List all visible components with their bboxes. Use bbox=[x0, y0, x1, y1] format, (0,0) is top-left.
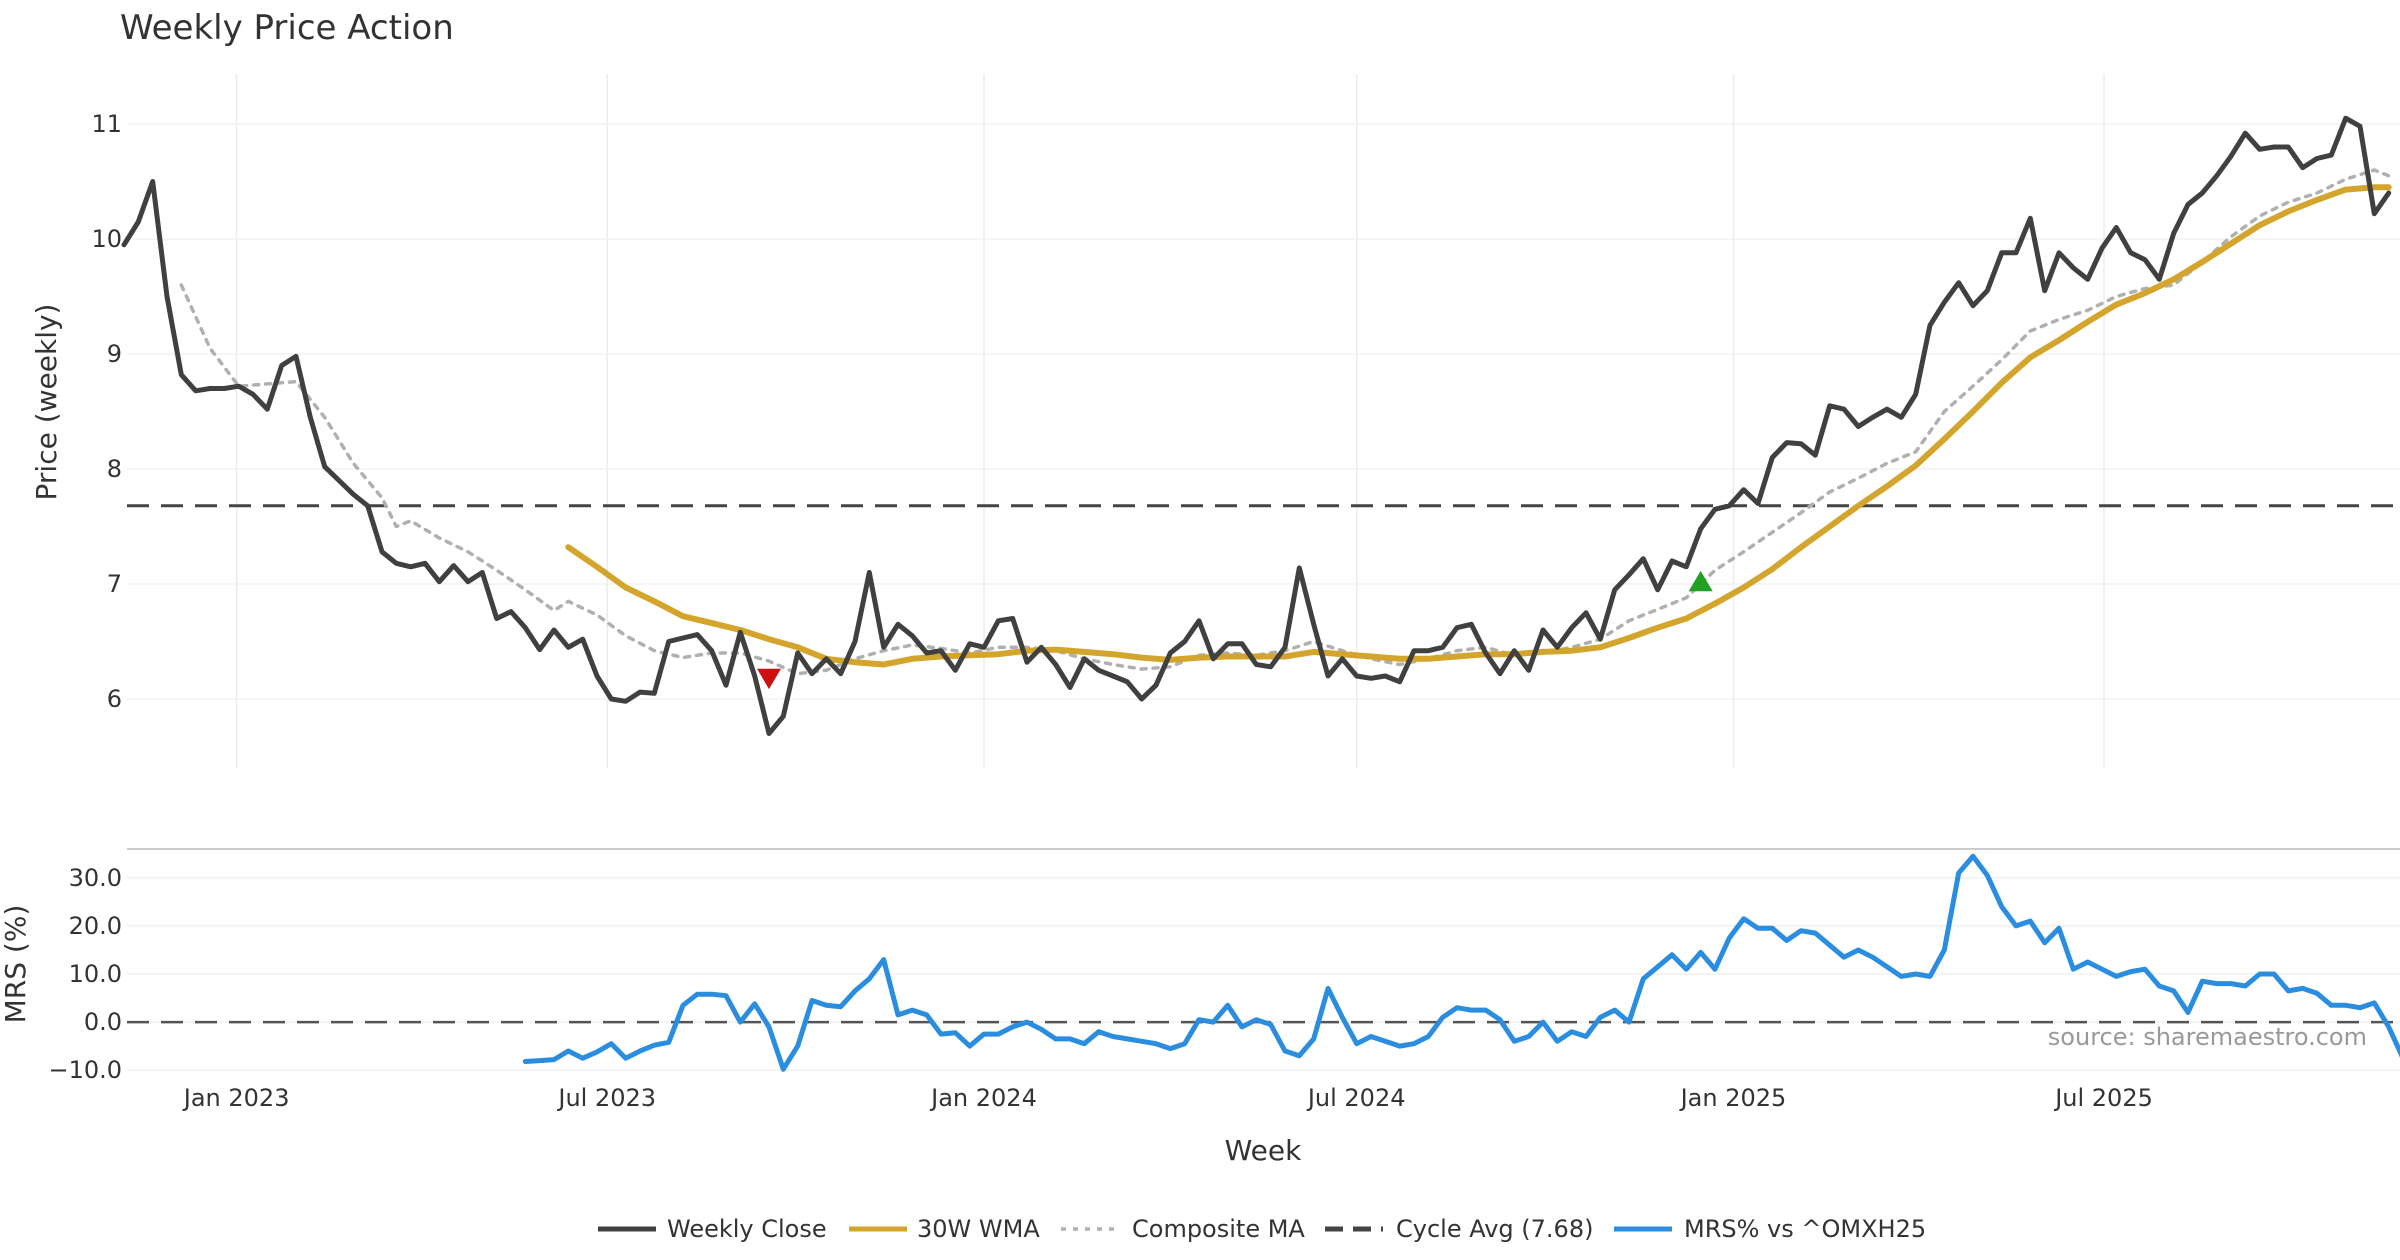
price-series bbox=[121, 115, 2392, 736]
legend-label: Composite MA bbox=[1132, 1215, 1305, 1243]
30w-wma-line bbox=[565, 184, 2392, 668]
mrs-y-tick-label: 10.0 bbox=[69, 960, 122, 988]
source-annotation: source: sharemaestro.com bbox=[2048, 1023, 2367, 1051]
price-grid bbox=[127, 74, 2400, 768]
sell-signal-marker bbox=[757, 668, 781, 690]
mrs-y-ticks: −10.0 0.0 10.0 20.0 30.0 bbox=[48, 864, 122, 1084]
x-tick-label: Jan 2025 bbox=[1679, 1084, 1787, 1112]
legend-label: Weekly Close bbox=[667, 1215, 827, 1243]
legend-label: Cycle Avg (7.68) bbox=[1396, 1215, 1593, 1243]
mrs-y-axis-label: MRS (%) bbox=[0, 905, 32, 1024]
x-axis-label: Week bbox=[1225, 1134, 1302, 1167]
weekly-close-line bbox=[121, 115, 2392, 736]
legend-label: MRS% vs ^OMXH25 bbox=[1684, 1215, 1926, 1243]
price-y-ticks: 6 7 8 9 10 11 bbox=[91, 110, 122, 713]
mrs-panel: −10.0 0.0 10.0 20.0 30.0 MRS (%) source: sha… bbox=[0, 848, 2400, 1167]
x-tick-label: Jan 2023 bbox=[182, 1084, 290, 1112]
price-y-tick-label: 11 bbox=[91, 110, 122, 138]
x-tick-label: Jul 2023 bbox=[556, 1084, 656, 1112]
x-tick-label: Jul 2025 bbox=[2053, 1084, 2153, 1112]
signal-markers bbox=[757, 570, 1713, 690]
price-y-tick-label: 6 bbox=[107, 685, 122, 713]
composite-ma-line bbox=[179, 168, 2391, 676]
legend-label: 30W WMA bbox=[917, 1215, 1040, 1243]
x-ticks: Jan 2023 Jul 2023 Jan 2024 Jul 2024 Jan 2025… bbox=[182, 1084, 2153, 1112]
buy-signal-marker bbox=[1688, 570, 1713, 592]
chart-title: Weekly Price Action bbox=[120, 8, 454, 48]
mrs-y-tick-label: 20.0 bbox=[69, 912, 122, 940]
price-y-axis-label: Price (weekly) bbox=[30, 304, 63, 501]
x-tick-label: Jan 2024 bbox=[929, 1084, 1037, 1112]
mrs-series bbox=[522, 853, 2400, 1072]
price-y-tick-label: 7 bbox=[107, 570, 122, 598]
mrs-y-tick-label: 0.0 bbox=[84, 1008, 122, 1036]
legend: Weekly Close 30W WMA Composite MA Cycle Avg… bbox=[598, 1215, 1926, 1243]
mrs-y-tick-label: −10.0 bbox=[48, 1056, 122, 1084]
mrs-line bbox=[522, 853, 2400, 1072]
price-y-tick-label: 8 bbox=[107, 455, 122, 483]
price-y-tick-label: 9 bbox=[107, 340, 122, 368]
mrs-y-tick-label: 30.0 bbox=[69, 864, 122, 892]
price-y-tick-label: 10 bbox=[91, 225, 122, 253]
price-panel: 6 7 8 9 10 11 Price (weekly) bbox=[30, 74, 2400, 768]
x-tick-label: Jul 2024 bbox=[1306, 1084, 1406, 1112]
